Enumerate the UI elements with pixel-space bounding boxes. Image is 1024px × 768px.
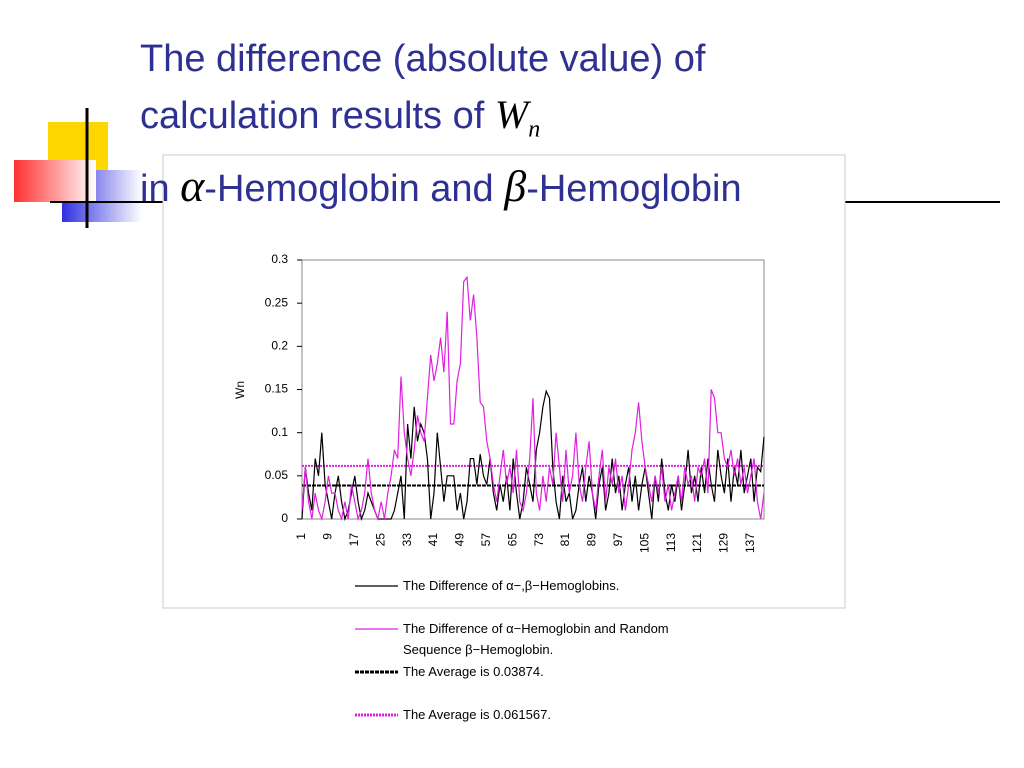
x-tick-label: 65 bbox=[505, 533, 519, 547]
y-tick-label: 0 bbox=[281, 511, 288, 525]
x-tick-label: 73 bbox=[532, 533, 546, 547]
legend-entry: The Average is 0.061567. bbox=[403, 707, 551, 722]
legend-entry: The Difference of α−Hemoglobin and Rando… bbox=[403, 621, 669, 657]
legend-entry: The Average is 0.03874. bbox=[403, 664, 544, 679]
title-text: -Hemoglobin and bbox=[204, 167, 494, 210]
title-line: The difference (absolute value) of bbox=[140, 38, 706, 80]
title-text: in bbox=[140, 167, 170, 210]
title-line: calculation results of bbox=[140, 95, 485, 137]
symbol: β bbox=[504, 161, 527, 211]
x-tick-label: 33 bbox=[400, 533, 414, 547]
symbol: W bbox=[494, 92, 529, 137]
y-tick-label: 0.05 bbox=[265, 468, 289, 482]
x-tick-label: 89 bbox=[585, 533, 599, 547]
x-tick-label: 113 bbox=[664, 533, 678, 552]
series-line bbox=[301, 275, 765, 522]
y-tick-label: 0.2 bbox=[271, 339, 288, 353]
y-tick-label: 0.1 bbox=[271, 425, 288, 439]
x-tick-label: 49 bbox=[453, 533, 467, 547]
x-tick-label: 129 bbox=[717, 533, 731, 553]
x-tick-label: 41 bbox=[426, 533, 440, 547]
title: The difference (absolute value) of calcu… bbox=[140, 32, 742, 217]
x-tick-label: 9 bbox=[321, 533, 335, 540]
x-tick-label: 137 bbox=[743, 533, 757, 553]
x-tick-label: 17 bbox=[347, 533, 361, 547]
legend-entry: The Difference of α−,β−Hemoglobins. bbox=[403, 578, 620, 593]
x-tick-label: 1 bbox=[294, 533, 308, 540]
x-tick-label: 25 bbox=[373, 533, 387, 547]
symbol: n bbox=[528, 116, 541, 143]
x-tick-label: 105 bbox=[637, 533, 651, 553]
symbol: α bbox=[180, 159, 205, 211]
x-tick-label: 97 bbox=[611, 533, 625, 547]
y-axis-label: Wn bbox=[233, 381, 247, 399]
y-tick-label: 0.3 bbox=[271, 252, 288, 266]
x-tick-label: 81 bbox=[558, 533, 572, 547]
x-tick-label: 121 bbox=[690, 533, 704, 553]
y-tick-label: 0.25 bbox=[265, 295, 289, 309]
series-line bbox=[301, 389, 765, 522]
x-tick-label: 57 bbox=[479, 533, 493, 547]
title-text: -Hemoglobin bbox=[526, 167, 742, 210]
y-tick-label: 0.15 bbox=[265, 382, 289, 396]
